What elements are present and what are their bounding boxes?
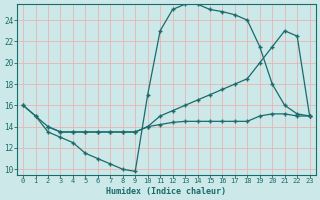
X-axis label: Humidex (Indice chaleur): Humidex (Indice chaleur): [106, 187, 226, 196]
